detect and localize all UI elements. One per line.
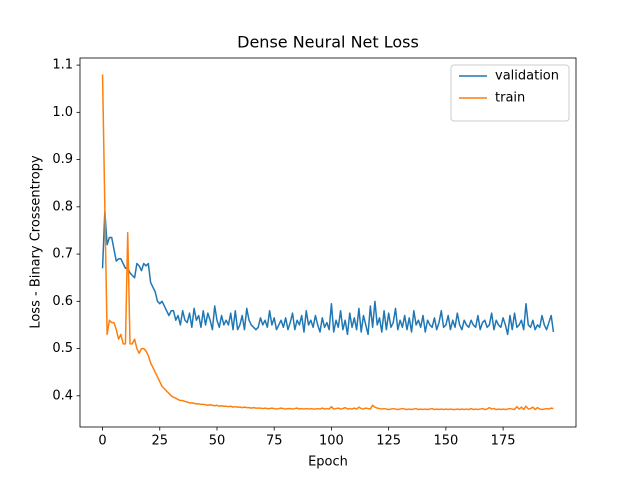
x-tick-label: 125 bbox=[376, 434, 401, 449]
y-tick-label: 0.5 bbox=[52, 341, 73, 356]
chart-title: Dense Neural Net Loss bbox=[237, 33, 419, 52]
line-series bbox=[101, 74, 554, 411]
x-tick-label: 150 bbox=[433, 434, 458, 449]
x-tick-label: 175 bbox=[491, 434, 516, 449]
x-tick-label: 0 bbox=[98, 434, 106, 449]
y-tick-label: 0.4 bbox=[52, 388, 73, 403]
y-tick-label: 0.8 bbox=[52, 199, 73, 214]
y-tick-label: 0.6 bbox=[52, 294, 73, 309]
y-tick-label: 1.1 bbox=[52, 58, 73, 73]
y-tick-label: 0.9 bbox=[52, 152, 73, 167]
x-axis-label: Epoch bbox=[308, 455, 348, 470]
y-tick-label: 0.7 bbox=[52, 247, 73, 262]
x-tick-label: 25 bbox=[151, 434, 168, 449]
legend-box bbox=[450, 64, 570, 122]
plot-frame bbox=[79, 57, 577, 428]
y-tick-label: 1.0 bbox=[52, 105, 73, 120]
legend-label: train bbox=[495, 91, 525, 106]
line-series bbox=[101, 210, 555, 336]
y-axis-label: Loss - Binary Crossentropy bbox=[29, 155, 44, 329]
x-tick-label: 100 bbox=[319, 434, 344, 449]
x-tick-label: 50 bbox=[209, 434, 226, 449]
x-tick-label: 75 bbox=[266, 434, 283, 449]
legend-label: validation bbox=[495, 69, 559, 84]
